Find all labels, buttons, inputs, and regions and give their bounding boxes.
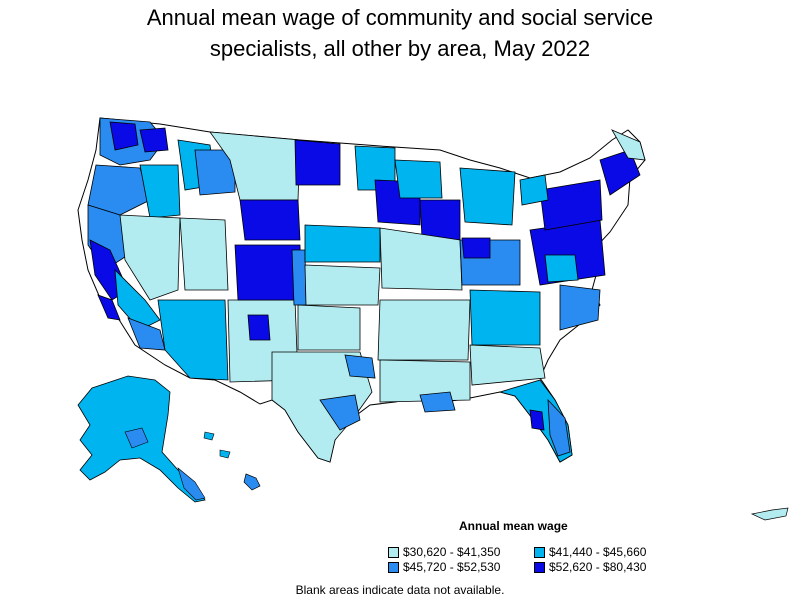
county-region-44: [529, 409, 545, 431]
hawaii-region: [243, 473, 261, 491]
legend-swatch-1: [388, 546, 399, 558]
map-title-line-1: Annual mean wage of community and social…: [146, 5, 654, 30]
county-region-36: [461, 237, 491, 259]
legend-label-2: $41,440 - $45,660: [549, 545, 647, 559]
county-regions: [87, 117, 646, 463]
hawaii-region-3: [219, 449, 231, 459]
hawaii-region-2: [203, 431, 215, 441]
county-region-47: [599, 149, 641, 196]
county-region-21: [291, 249, 307, 306]
county-region-19: [239, 199, 301, 241]
county-region-46: [539, 179, 603, 231]
county-region-50: [611, 129, 646, 161]
county-region-37: [377, 299, 471, 361]
legend-label-4: $52,620 - $80,430: [549, 560, 647, 574]
legend-swatch-4: [534, 561, 545, 573]
county-region-24: [304, 224, 381, 263]
county-region-7: [194, 149, 236, 196]
county-region-15: [179, 217, 229, 291]
county-region-27: [271, 351, 373, 463]
county-region-26: [297, 304, 361, 351]
legend-item-1: $30,620 - $41,350: [388, 545, 500, 559]
county-region-34: [379, 227, 463, 291]
county-region-14: [119, 214, 181, 301]
county-region-2: [109, 121, 139, 151]
legend-label-3: $45,720 - $52,530: [403, 560, 501, 574]
county-region-13: [97, 294, 121, 321]
legend-item-3: $45,720 - $52,530: [388, 560, 500, 574]
county-region-16: [157, 299, 229, 381]
legend-swatch-3: [388, 561, 399, 573]
legend-title: Annual mean wage: [459, 519, 568, 533]
county-region-39: [469, 344, 546, 386]
county-region-38: [469, 289, 541, 346]
legend-item-4: $52,620 - $80,430: [534, 560, 646, 574]
county-region-5: [139, 164, 181, 219]
county-region-33: [459, 167, 516, 226]
county-region-51: [519, 174, 549, 206]
county-region-4: [87, 164, 151, 216]
alaska-region-3: [124, 427, 149, 449]
county-region-43: [547, 398, 571, 457]
county-region-49: [544, 254, 579, 283]
county-region-28: [319, 394, 361, 431]
map-title-line-2: specialists, all other by area, May 2022: [209, 36, 591, 61]
county-region-18: [247, 314, 271, 341]
county-region-48: [559, 284, 601, 331]
puerto-rico-region: [750, 507, 789, 521]
county-region-22: [294, 139, 341, 186]
county-region-31: [419, 199, 461, 241]
footnote: Blank areas indicate data not available.: [295, 583, 505, 597]
county-region-32: [394, 159, 443, 199]
county-region-41: [419, 391, 456, 413]
legend-swatch-2: [534, 546, 545, 558]
legend-label-1: $30,620 - $41,350: [403, 545, 501, 559]
county-region-29: [344, 354, 376, 379]
alaska-region-southeast: [177, 467, 206, 501]
county-region-25: [304, 264, 381, 306]
county-region-40: [379, 359, 471, 403]
legend-item-2: $41,440 - $45,660: [534, 545, 646, 559]
county-region-3: [139, 127, 169, 153]
county-region-11: [114, 268, 161, 331]
map-title: Annual mean wage of community and social…: [0, 2, 800, 64]
